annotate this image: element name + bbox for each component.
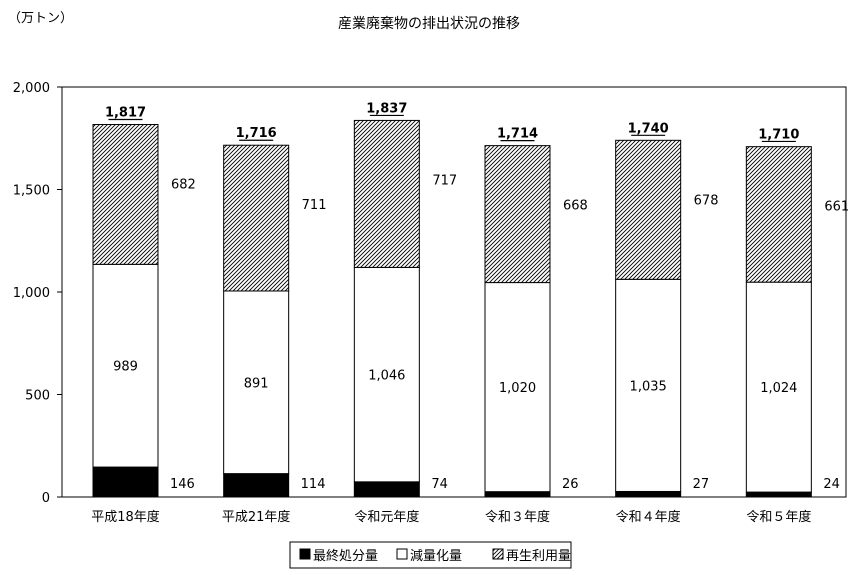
x-tick-label: 令和４年度: [616, 509, 681, 525]
bar-segment-recycling: [353, 119, 420, 268]
total-label: 1,710: [758, 127, 799, 142]
unit-label: （万トン）: [8, 11, 73, 26]
legend-label-recycling: 再生利用量: [506, 549, 571, 564]
bar-segment-reduction: [353, 266, 420, 483]
bar-segment-reduction: [615, 278, 682, 492]
y-tick-label: 1,000: [13, 286, 50, 301]
bar-segment-reduction: [223, 290, 290, 475]
bar-segment-reduction: [484, 282, 551, 493]
bar-segment-final-disposal: [92, 466, 159, 498]
total-label: 1,714: [497, 127, 538, 142]
data-label-reduction: 1,046: [368, 369, 405, 384]
data-label-reduction: 891: [244, 376, 269, 391]
data-label-reduction: 1,035: [630, 379, 667, 394]
data-label-reduction: 1,020: [499, 381, 536, 396]
bar-segment-recycling: [223, 144, 290, 292]
legend: 最終処分量 減量化量 再生利用量: [289, 541, 572, 569]
data-label-recycling: 668: [563, 199, 588, 214]
legend-label-reduction: 減量化量: [410, 548, 462, 564]
x-tick-label: 令和元年度: [354, 509, 419, 525]
total-label: 1,740: [628, 121, 669, 136]
bar-segment-final-disposal: [745, 491, 812, 498]
legend-marker-reduction: [396, 548, 408, 560]
x-tick-label: 平成21年度: [222, 509, 291, 525]
data-label-final-disposal: 24: [823, 477, 840, 492]
legend-label-final-disposal: 最終処分量: [313, 548, 378, 564]
x-tick-label: 平成18年度: [91, 509, 160, 525]
plot-area: [61, 86, 847, 498]
y-tick-label: 0: [42, 491, 50, 506]
bar-segment-recycling: [745, 146, 812, 283]
bar-segment-reduction: [92, 263, 159, 468]
total-label: 1,837: [366, 101, 407, 116]
y-tick-label: 2,000: [13, 81, 50, 96]
data-label-reduction: 1,024: [760, 381, 797, 396]
bar-segment-final-disposal: [353, 481, 420, 498]
data-label-recycling: 717: [432, 173, 457, 188]
legend-box: [289, 541, 572, 569]
legend-marker-recycling: [492, 548, 504, 560]
data-label-final-disposal: 74: [431, 477, 448, 492]
bars: 146 989 682 1,817 114 891 711 1,716 74 1,046 717 1,…: [92, 101, 849, 498]
bar-segment-recycling: [484, 145, 551, 284]
data-label-final-disposal: 27: [693, 477, 710, 492]
y-tick-label: 1,500: [13, 184, 50, 199]
legend-marker-final-disposal: [299, 548, 311, 560]
bar-segment-recycling: [92, 124, 159, 265]
bar-segment-reduction: [745, 281, 812, 493]
total-label: 1,716: [236, 126, 277, 141]
y-tick-label: 500: [25, 389, 50, 404]
bar-segment-final-disposal: [223, 473, 290, 498]
chart-title: 産業廃棄物の排出状況の推移: [338, 15, 520, 32]
data-label-recycling: 682: [171, 178, 196, 193]
bar-segment-final-disposal: [615, 490, 682, 498]
bar-segment-final-disposal: [484, 491, 551, 498]
data-label-recycling: 678: [694, 193, 719, 208]
y-axis: 0 500 1,000 1,500 2,000: [13, 81, 62, 506]
data-label-final-disposal: 146: [170, 477, 195, 492]
total-label: 1,817: [105, 106, 146, 121]
data-label-final-disposal: 26: [562, 477, 579, 492]
data-label-recycling: 711: [302, 198, 327, 213]
data-label-recycling: 661: [824, 200, 849, 215]
data-label-final-disposal: 114: [301, 477, 326, 492]
data-label-reduction: 989: [113, 360, 138, 375]
x-tick-label: 令和３年度: [485, 509, 550, 525]
x-axis-labels: 平成18年度 平成21年度 令和元年度 令和３年度 令和４年度 令和５年度: [91, 509, 811, 525]
bar-segment-recycling: [615, 139, 682, 280]
x-tick-label: 令和５年度: [746, 509, 811, 525]
